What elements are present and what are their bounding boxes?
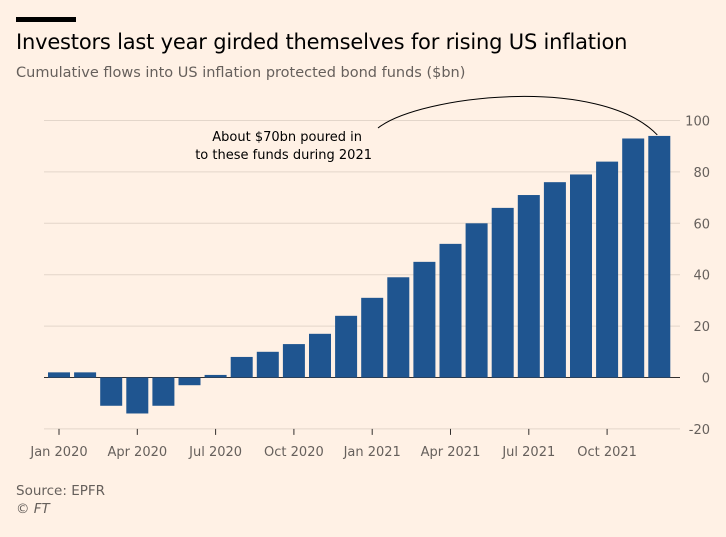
- bar: [256, 351, 279, 378]
- bar: [570, 174, 592, 378]
- y-tick-label: 40: [693, 269, 710, 284]
- annotation-arrow: [377, 96, 658, 136]
- bar: [100, 377, 123, 406]
- x-tick-label: Jan 2021: [343, 445, 401, 460]
- bar: [335, 315, 358, 378]
- bar: [282, 344, 305, 378]
- x-tick-label: Apr 2020: [107, 445, 167, 460]
- annotation: About $70bn poured in to these funds dur…: [195, 96, 658, 163]
- y-tick-label: 0: [702, 372, 710, 387]
- source-note: Source: EPFR: [16, 483, 106, 499]
- bars: [48, 135, 671, 414]
- bar: [491, 207, 514, 378]
- y-tick-label: 80: [693, 166, 710, 181]
- bar: [543, 182, 566, 378]
- chart-title: Investors last year girded themselves fo…: [16, 30, 628, 54]
- y-tick-label: -20: [689, 423, 710, 438]
- x-tick-label: Oct 2021: [577, 445, 637, 460]
- bar: [74, 372, 97, 378]
- y-tick-label: 60: [693, 217, 710, 232]
- annotation-line-2: to these funds during 2021: [195, 148, 372, 163]
- bar: [48, 372, 70, 378]
- bar: [387, 277, 410, 378]
- bar: [596, 161, 619, 378]
- x-axis: Jan 2020 Apr 2020 Jul 2020 Oct 2020 Jan 2021…: [29, 428, 637, 460]
- bar: [439, 243, 462, 378]
- x-tick-label: Jul 2020: [188, 445, 242, 460]
- bar: [465, 223, 488, 378]
- bar: [204, 374, 227, 378]
- annotation-line-1: About $70bn poured in: [212, 130, 362, 145]
- y-tick-label: 20: [693, 320, 710, 335]
- bar: [648, 135, 671, 378]
- bar: [413, 261, 436, 378]
- bar: [230, 356, 253, 378]
- x-tick-label: Jul 2021: [501, 445, 555, 460]
- bar: [517, 195, 540, 378]
- bar: [622, 138, 645, 378]
- x-tick-label: Oct 2020: [264, 445, 324, 460]
- ft-credit: © FT: [16, 501, 50, 517]
- x-tick-label: Apr 2021: [421, 445, 481, 460]
- bar: [126, 377, 149, 414]
- y-tick-label: 100: [685, 115, 710, 130]
- chart-subtitle: Cumulative flows into US inflation prote…: [16, 65, 466, 81]
- top-rule: [16, 17, 76, 22]
- bar: [152, 377, 175, 406]
- bar: [309, 333, 331, 378]
- bar: [178, 377, 201, 386]
- bar: [361, 297, 384, 378]
- x-tick-label: Jan 2020: [29, 445, 87, 460]
- y-axis: -20 0 20 40 60 80 100: [685, 115, 710, 438]
